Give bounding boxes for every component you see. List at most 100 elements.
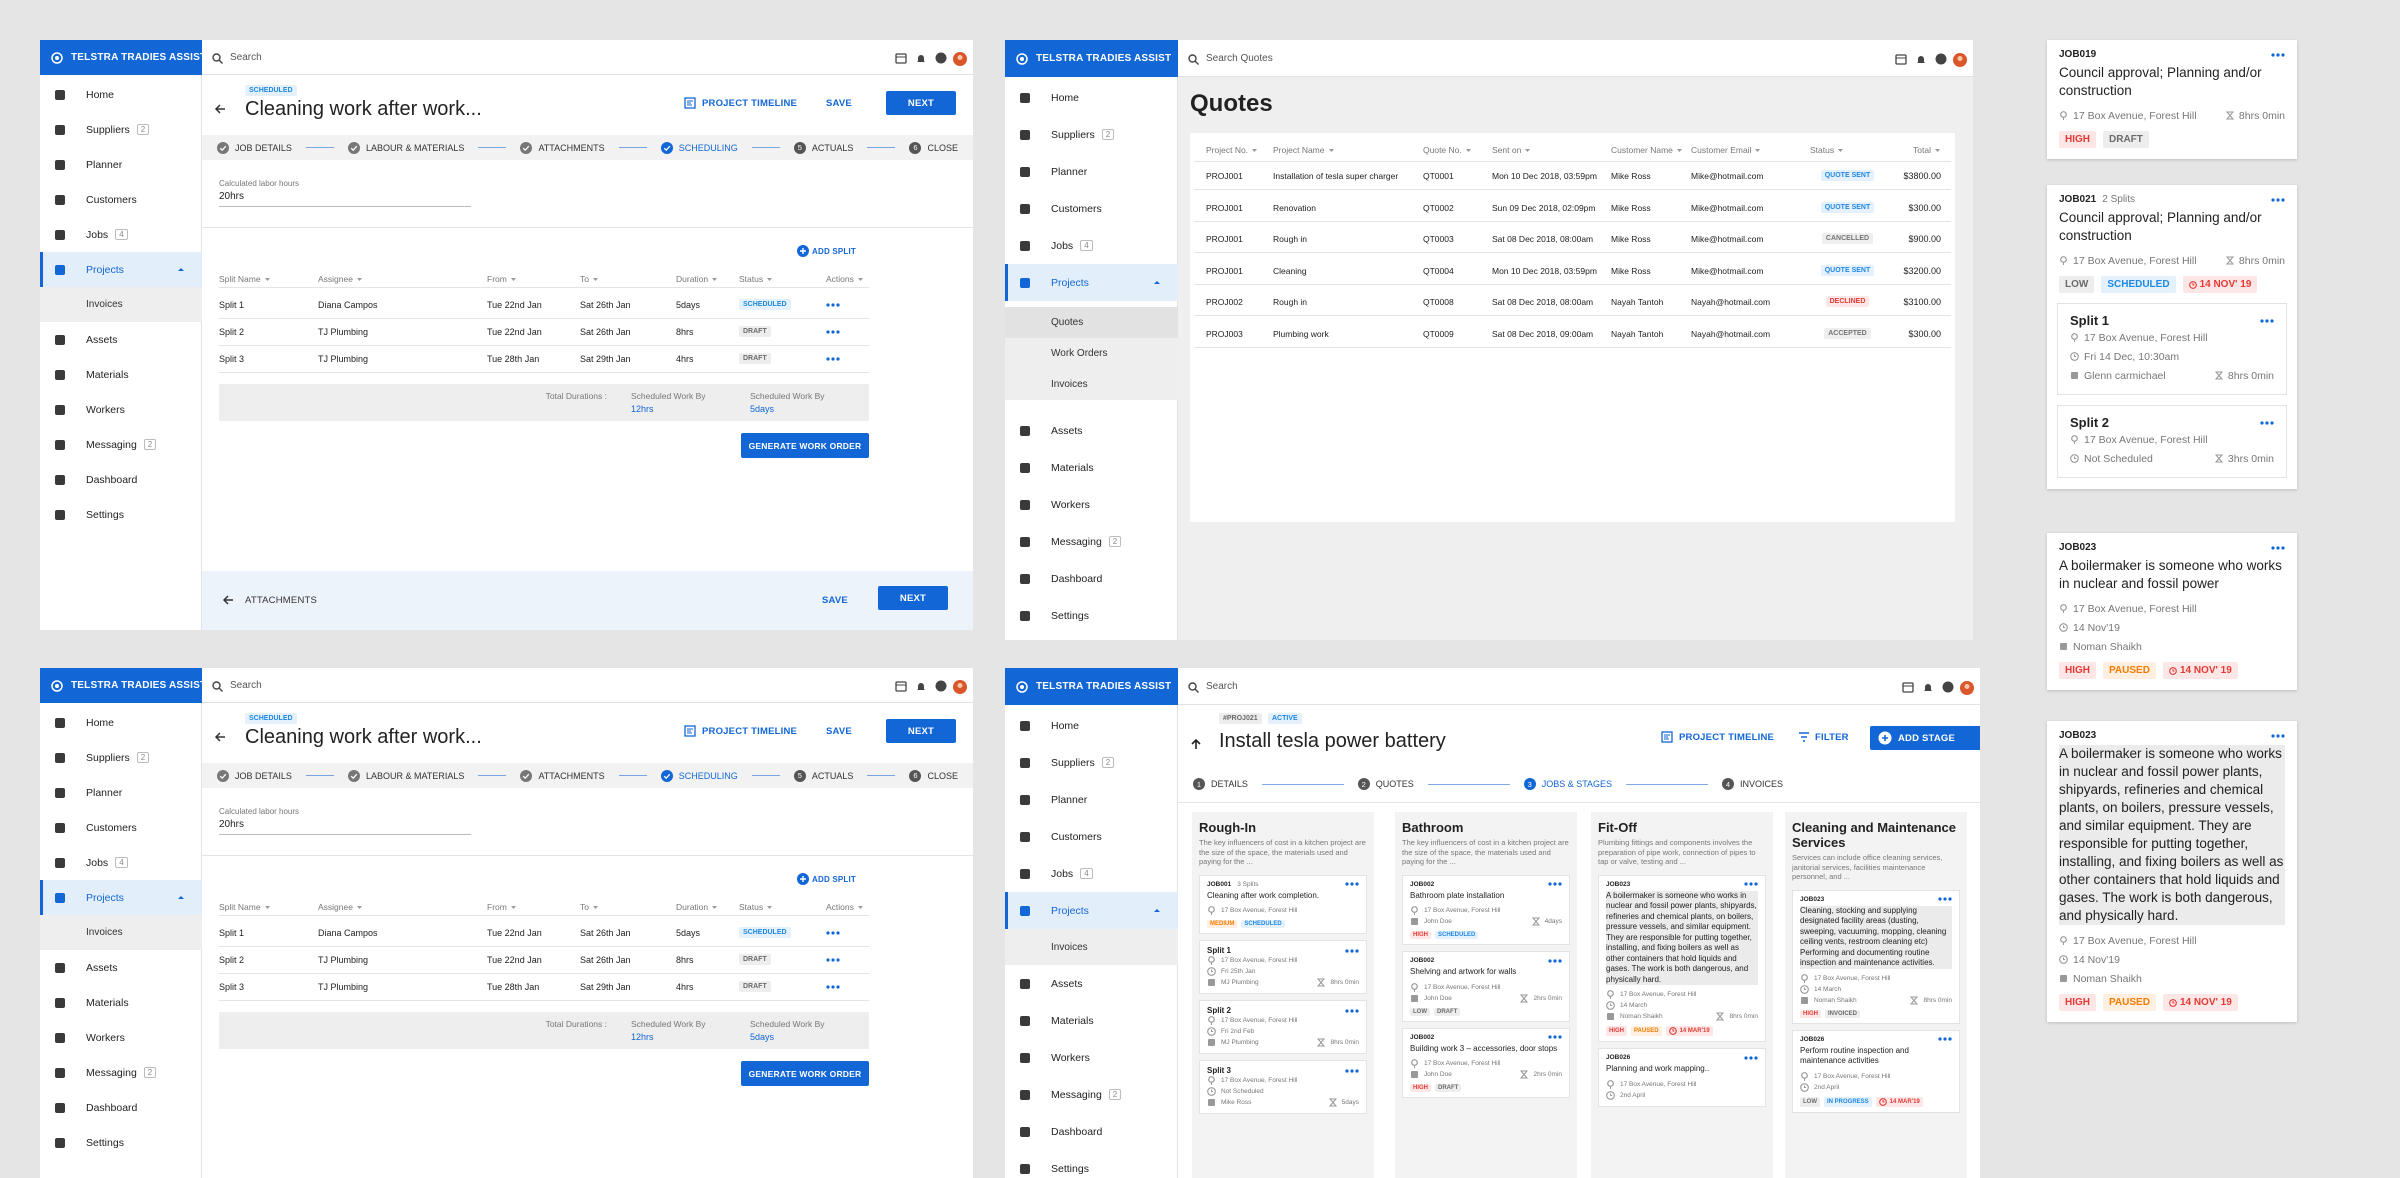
- notification-icon[interactable]: [1922, 681, 1934, 693]
- generate-button[interactable]: GENERATE WORK ORDER: [741, 433, 869, 458]
- column-header[interactable]: Project Name: [1273, 145, 1335, 155]
- column-header[interactable]: Assignee: [318, 274, 363, 284]
- add-stage-button[interactable]: ADD STAGE: [1870, 726, 1980, 750]
- nav-item[interactable]: Jobs 4: [1005, 855, 1178, 892]
- avatar[interactable]: [953, 679, 967, 694]
- nav-item[interactable]: Messaging 2: [1005, 523, 1178, 560]
- nav-item[interactable]: Jobs 4: [1005, 227, 1178, 264]
- nav-item[interactable]: Dashboard: [40, 1090, 202, 1125]
- column-header[interactable]: Actions: [826, 902, 864, 912]
- more-button[interactable]: [1744, 882, 1758, 886]
- nav-item[interactable]: Suppliers 2: [40, 740, 202, 775]
- more-button[interactable]: [2271, 733, 2285, 738]
- timeline-button[interactable]: PROJECT TIMELINE: [702, 726, 798, 737]
- row-actions[interactable]: [826, 303, 840, 307]
- column-header[interactable]: Split Name: [219, 274, 271, 284]
- sub-nav-item[interactable]: Invoices: [1005, 369, 1178, 400]
- notification-icon[interactable]: [1915, 53, 1927, 65]
- generate-button[interactable]: GENERATE WORK ORDER: [741, 1061, 869, 1086]
- sub-nav-item[interactable]: Invoices: [1005, 929, 1178, 965]
- calendar-icon[interactable]: [895, 52, 907, 64]
- filter-button[interactable]: FILTER: [1815, 732, 1849, 743]
- nav-item[interactable]: Customers: [40, 810, 202, 845]
- calendar-icon[interactable]: [1895, 53, 1907, 65]
- back-button[interactable]: [214, 731, 226, 743]
- column-header[interactable]: From: [487, 902, 517, 912]
- back-button[interactable]: ATTACHMENTS: [245, 595, 318, 606]
- sub-nav-item[interactable]: Invoices: [40, 287, 202, 322]
- search-field[interactable]: Search: [230, 52, 262, 63]
- nav-item[interactable]: Home: [1005, 79, 1178, 116]
- column-header[interactable]: Assignee: [318, 902, 363, 912]
- nav-item[interactable]: Home: [40, 705, 202, 740]
- next-button[interactable]: NEXT: [886, 719, 956, 743]
- step[interactable]: SCHEDULING: [660, 769, 738, 782]
- help-icon[interactable]: [935, 52, 947, 64]
- step[interactable]: 6 CLOSE: [909, 769, 958, 782]
- more-button[interactable]: [1345, 1008, 1359, 1013]
- nav-item[interactable]: Suppliers 2: [40, 112, 202, 147]
- more-button[interactable]: [2271, 52, 2285, 57]
- nav-item[interactable]: Home: [1005, 707, 1178, 744]
- nav-item[interactable]: Projects: [1005, 892, 1178, 929]
- timeline-button[interactable]: PROJECT TIMELINE: [1679, 732, 1775, 743]
- notification-icon[interactable]: [915, 52, 927, 64]
- nav-item[interactable]: Materials: [1005, 449, 1178, 486]
- step[interactable]: 6 CLOSE: [909, 141, 958, 154]
- nav-item[interactable]: Workers: [1005, 486, 1178, 523]
- nav-item[interactable]: Settings: [40, 1125, 202, 1160]
- nav-item[interactable]: Workers: [1005, 1039, 1178, 1076]
- column-header[interactable]: Customer Email: [1691, 145, 1761, 155]
- nav-item[interactable]: Messaging 2: [40, 1055, 202, 1090]
- step[interactable]: 4 INVOICES: [1721, 778, 1783, 790]
- nav-item[interactable]: Assets: [40, 322, 202, 357]
- nav-item[interactable]: Settings: [40, 497, 202, 532]
- more-button[interactable]: [1548, 882, 1562, 886]
- more-button[interactable]: [2260, 318, 2274, 323]
- nav-item[interactable]: Projects: [1005, 264, 1178, 301]
- nav-item[interactable]: Materials: [1005, 1002, 1178, 1039]
- column-header[interactable]: Project No.: [1206, 145, 1258, 155]
- nav-item[interactable]: Planner: [40, 147, 202, 182]
- nav-item[interactable]: Planner: [40, 775, 202, 810]
- column-header[interactable]: Customer Name: [1611, 145, 1683, 155]
- more-button[interactable]: [1345, 948, 1359, 953]
- more-button[interactable]: [1548, 958, 1562, 963]
- nav-item[interactable]: Dashboard: [40, 462, 202, 497]
- step[interactable]: 5 ACTUALS: [793, 141, 853, 154]
- next-button[interactable]: NEXT: [878, 586, 948, 610]
- nav-item[interactable]: Settings: [1005, 597, 1178, 634]
- more-button[interactable]: [1744, 1055, 1758, 1060]
- more-button[interactable]: [1938, 1037, 1952, 1041]
- avatar[interactable]: [1960, 680, 1974, 695]
- sub-nav-item[interactable]: Quotes: [1005, 307, 1178, 338]
- nav-item[interactable]: Messaging 2: [40, 427, 202, 462]
- column-header[interactable]: Status: [739, 274, 773, 284]
- more-button[interactable]: [2271, 197, 2285, 202]
- nav-item[interactable]: Customers: [1005, 190, 1178, 227]
- avatar[interactable]: [953, 51, 967, 66]
- column-header[interactable]: Status: [1810, 145, 1844, 155]
- nav-item[interactable]: Suppliers 2: [1005, 744, 1178, 781]
- step[interactable]: JOB DETAILS: [217, 141, 292, 154]
- column-header[interactable]: From: [487, 274, 517, 284]
- nav-item[interactable]: Planner: [1005, 153, 1178, 190]
- row-actions[interactable]: [826, 931, 840, 935]
- nav-item[interactable]: Customers: [40, 182, 202, 217]
- step[interactable]: SCHEDULING: [660, 141, 738, 154]
- help-icon[interactable]: [935, 680, 947, 692]
- column-header[interactable]: Actions: [826, 274, 864, 284]
- nav-item[interactable]: Settings: [1005, 1150, 1178, 1178]
- step[interactable]: JOB DETAILS: [217, 769, 292, 782]
- calendar-icon[interactable]: [895, 680, 907, 692]
- step[interactable]: LABOUR & MATERIALS: [347, 769, 464, 782]
- more-button[interactable]: [1345, 882, 1359, 886]
- sub-nav-item[interactable]: Invoices: [40, 915, 202, 950]
- calendar-icon[interactable]: [1902, 681, 1914, 693]
- nav-item[interactable]: Suppliers 2: [1005, 116, 1178, 153]
- column-header[interactable]: Quote No.: [1423, 145, 1472, 155]
- more-button[interactable]: [2260, 420, 2274, 425]
- nav-item[interactable]: Projects: [40, 880, 202, 915]
- nav-item[interactable]: Assets: [1005, 412, 1178, 449]
- column-header[interactable]: Total: [1880, 145, 1941, 155]
